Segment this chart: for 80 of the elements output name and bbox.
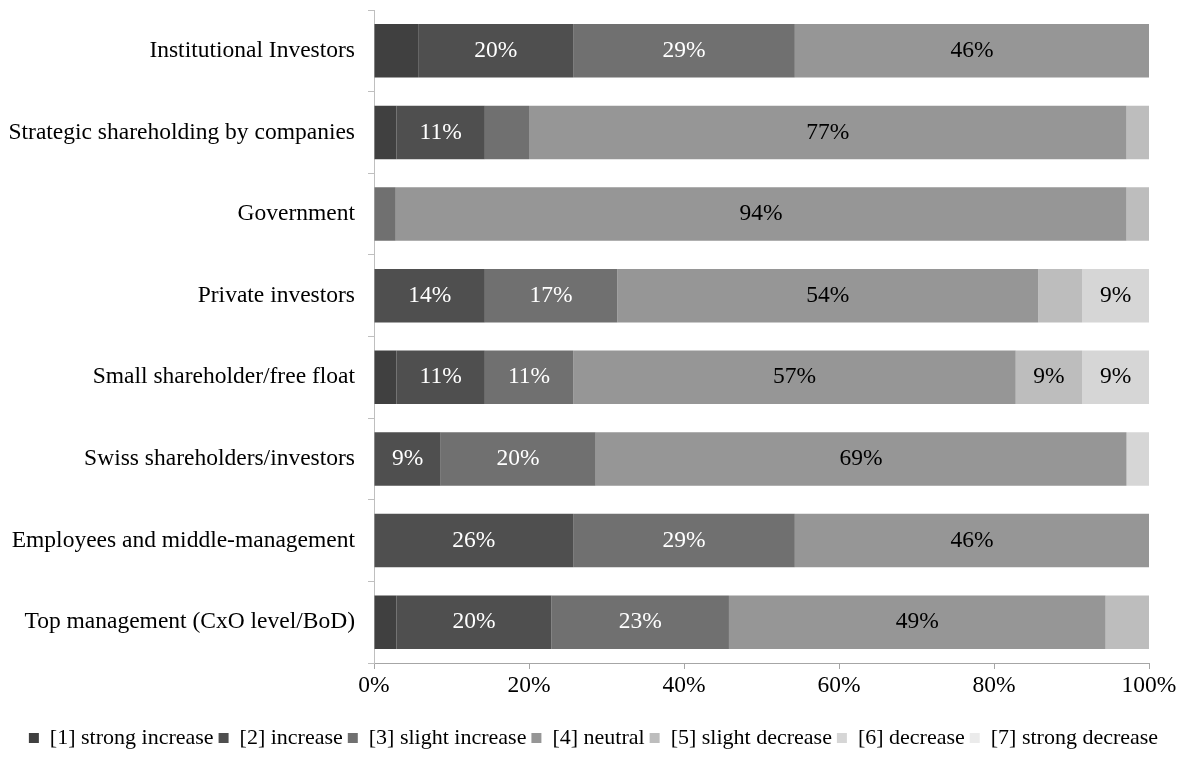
bar: [440, 432, 596, 486]
data-label: 11%: [419, 362, 462, 389]
y-tick-label: Top management (CxO level/BoD): [24, 607, 355, 634]
bar: [484, 268, 618, 323]
data-label: 26%: [452, 525, 496, 552]
data-label: 29%: [662, 525, 706, 552]
bar: [374, 432, 441, 486]
bar: [1105, 595, 1149, 649]
bar: [374, 350, 397, 405]
data-label: 46%: [950, 35, 994, 62]
bar: [595, 432, 1127, 486]
data-label: 94%: [739, 199, 783, 226]
x-tick-label: 60%: [817, 671, 861, 698]
y-tick-label: Swiss shareholders/investors: [84, 444, 355, 471]
legend-label: [3] slight increase: [368, 723, 527, 749]
y-tick-label: Institutional Investors: [149, 35, 355, 62]
y-tick-label: Government: [237, 199, 356, 226]
x-tick-label: 80%: [972, 671, 1016, 698]
data-label: 11%: [507, 362, 551, 389]
bar: [396, 350, 485, 405]
bar: [418, 24, 574, 78]
bar: [794, 24, 1149, 78]
legend-label: [4] neutral: [552, 723, 645, 749]
y-tick-label: Private investors: [197, 280, 355, 307]
bar: [1126, 432, 1149, 486]
bar: [1126, 105, 1149, 160]
data-label: 17%: [529, 280, 573, 307]
bar: [374, 105, 397, 160]
bar: [1082, 350, 1149, 405]
x-tick-label: 0%: [358, 671, 390, 698]
x-tick-label: 40%: [662, 671, 706, 698]
y-tick-label: Small shareholder/free float: [92, 362, 356, 389]
data-label: 69%: [839, 444, 883, 471]
bar: [573, 24, 795, 78]
data-label: 49%: [895, 607, 939, 634]
bar: [374, 268, 485, 323]
bar: [794, 513, 1149, 568]
bar: [573, 513, 795, 568]
data-label: 23%: [618, 607, 662, 634]
data-label: 20%: [452, 607, 496, 634]
bar: [1015, 350, 1083, 405]
data-label: 29%: [662, 35, 706, 62]
data-label: 77%: [806, 117, 850, 144]
legend-label: [6] decrease: [857, 723, 965, 749]
legend-label: [2] increase: [239, 723, 343, 749]
data-label: 46%: [950, 525, 994, 552]
data-label: 11%: [419, 117, 462, 144]
data-label: 9%: [1100, 280, 1132, 307]
data-label: 9%: [1033, 362, 1065, 389]
x-tick-label: 100%: [1121, 671, 1177, 698]
legend-label: [7] strong decrease: [990, 723, 1159, 749]
bar: [1126, 187, 1149, 241]
bar: [484, 105, 529, 160]
legend-label: [5] slight decrease: [670, 723, 832, 749]
bar: [551, 595, 729, 649]
data-label: 9%: [391, 444, 424, 471]
bar: [395, 187, 1127, 241]
data-label: 54%: [806, 280, 850, 307]
bar: [374, 513, 574, 568]
data-label: 14%: [408, 280, 452, 307]
y-tick-label: Employees and middle-management: [11, 525, 356, 552]
data-label: 20%: [474, 35, 518, 62]
data-label: 9%: [1100, 362, 1132, 389]
bar: [573, 350, 1016, 405]
bar: [396, 105, 485, 160]
x-tick-label: 20%: [507, 671, 551, 698]
bar: [396, 595, 552, 649]
data-label: 57%: [772, 362, 816, 389]
bar: [374, 187, 396, 241]
data-label: 20%: [496, 444, 540, 471]
bar: [728, 595, 1106, 649]
bar: [374, 595, 397, 649]
legend-label: [1] strong increase: [49, 723, 214, 749]
bar: [484, 350, 574, 405]
bar: [1082, 268, 1149, 323]
bar: [1038, 268, 1083, 323]
bar: [374, 24, 419, 78]
bar: [529, 105, 1127, 160]
bar: [617, 268, 1039, 323]
y-tick-label: Strategic shareholding by companies: [8, 117, 355, 144]
